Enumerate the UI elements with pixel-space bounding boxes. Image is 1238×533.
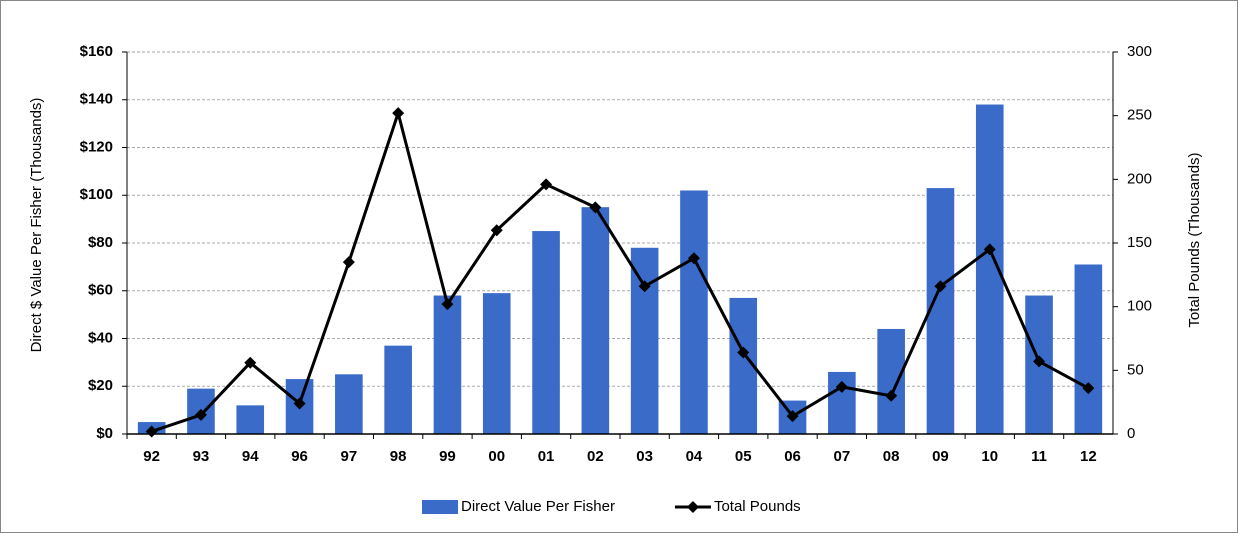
marker	[885, 389, 898, 402]
x-tick-label: 92	[143, 448, 160, 465]
x-tick-label: 10	[981, 448, 998, 465]
x-tick-label: 09	[932, 448, 949, 465]
x-tick-label: 93	[193, 448, 210, 465]
legend-label: Direct Value Per Fisher	[461, 498, 615, 515]
bar	[384, 345, 412, 434]
marker	[244, 356, 257, 369]
x-tick-label: 99	[439, 448, 456, 465]
x-tick-label: 07	[834, 448, 851, 465]
y2-tick-label: 200	[1127, 170, 1152, 187]
line	[151, 107, 1090, 433]
y-tick-label: $120	[80, 138, 113, 155]
marker	[589, 201, 602, 214]
y2-tick-label: 50	[1127, 361, 1144, 378]
y-tick-label: $60	[88, 282, 113, 299]
bar	[532, 231, 560, 434]
bar	[581, 207, 610, 434]
marker	[983, 243, 996, 256]
marker	[441, 298, 454, 311]
bar	[335, 374, 363, 434]
legend-label: Total Pounds	[714, 498, 801, 515]
marker	[1082, 382, 1095, 395]
x-tick-label: 00	[488, 448, 505, 465]
y-axis-title: Direct $ Value Per Fisher (Thousands)	[28, 98, 45, 353]
x-tick-label: 96	[291, 448, 308, 465]
x-tick-label: 03	[636, 448, 653, 465]
y-tick-label: $140	[80, 91, 113, 108]
x-tick-label: 97	[341, 448, 358, 465]
legend-marker	[686, 501, 699, 513]
legend-swatch	[422, 500, 458, 514]
bar	[877, 328, 905, 434]
bar	[630, 247, 659, 434]
y-tick-label: $20	[88, 377, 113, 394]
y2-tick-label: 100	[1127, 298, 1152, 315]
bar	[926, 188, 955, 434]
y-tick-label: $80	[88, 234, 113, 251]
y-tick-label: $160	[80, 43, 113, 60]
marker	[194, 408, 207, 421]
y2-tick-label: 300	[1127, 43, 1152, 60]
bar	[680, 190, 708, 434]
marker	[145, 425, 158, 438]
bar	[236, 405, 265, 434]
x-tick-label: 12	[1080, 448, 1097, 465]
marker	[638, 280, 651, 293]
marker	[934, 280, 947, 293]
x-tick-label: 01	[538, 448, 555, 465]
marker	[540, 178, 553, 191]
marker	[392, 107, 405, 120]
marker	[835, 380, 848, 393]
marker	[737, 346, 750, 359]
y-tick-label: $100	[80, 186, 113, 203]
x-tick-label: 11	[1031, 448, 1047, 465]
x-tick-label: 02	[587, 448, 604, 465]
x-tick-label: 98	[390, 448, 407, 465]
marker	[342, 256, 355, 269]
marker	[490, 224, 503, 237]
x-tick-label: 04	[686, 448, 703, 465]
y2-tick-label: 150	[1127, 234, 1152, 251]
x-tick-label: 05	[735, 448, 752, 465]
y2-axis-title: Total Pounds (Thousands)	[1186, 152, 1203, 327]
x-tick-label: 06	[784, 448, 801, 465]
marker	[293, 397, 306, 410]
y-tick-label: $0	[96, 425, 113, 442]
marker	[786, 410, 799, 423]
marker	[1033, 355, 1046, 368]
bar	[482, 293, 511, 434]
y2-tick-label: 0	[1127, 425, 1135, 442]
y-tick-label: $40	[88, 329, 113, 346]
bar	[433, 295, 462, 434]
marker	[687, 252, 700, 265]
y2-tick-label: 250	[1127, 107, 1152, 124]
x-tick-label: 08	[883, 448, 900, 465]
bar	[1074, 264, 1103, 434]
x-tick-label: 94	[242, 448, 259, 465]
